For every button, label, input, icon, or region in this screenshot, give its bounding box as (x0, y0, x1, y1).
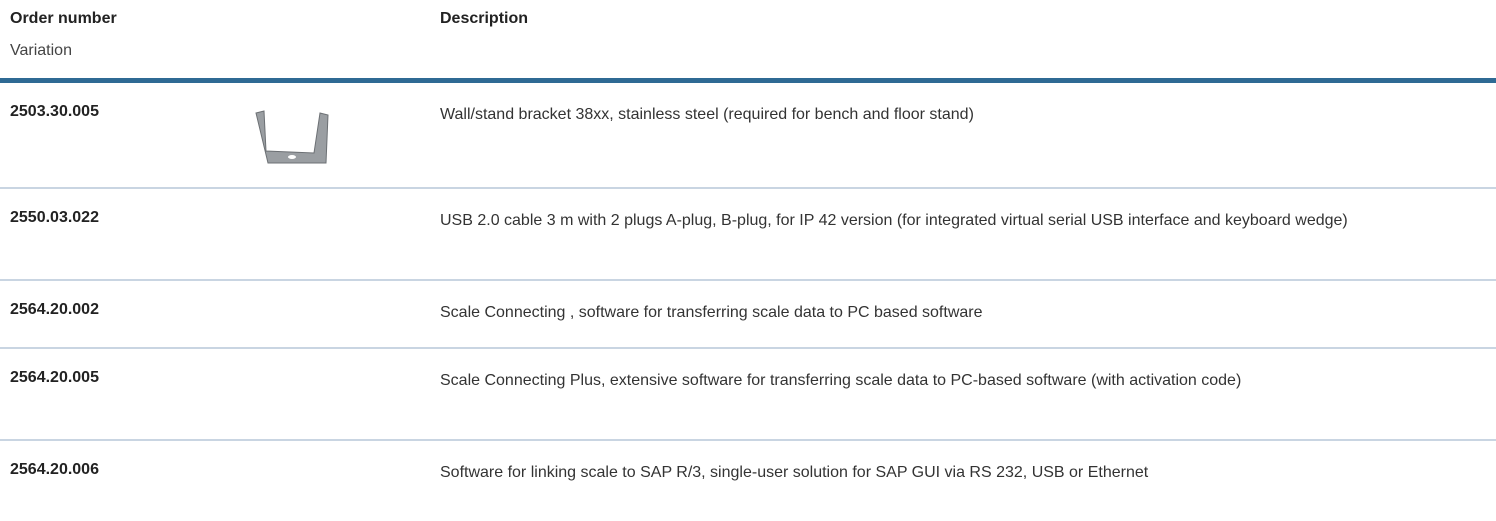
order-number: 2503.30.005 (10, 103, 99, 120)
table-header: Order number Variation Description (0, 0, 1496, 83)
order-number: 2550.03.022 (10, 209, 99, 226)
header-order: Order number (10, 10, 117, 27)
product-image (255, 110, 329, 164)
description: Scale Connecting Plus, extensive softwar… (440, 372, 1242, 389)
description: Software for linking scale to SAP R/3, s… (440, 464, 1149, 481)
table-row: 2564.20.005 Scale Connecting Plus, exten… (0, 349, 1496, 441)
description: Scale Connecting , software for transfer… (440, 304, 983, 321)
order-number: 2564.20.006 (10, 461, 99, 478)
table-row: 2503.30.005 Wall/stand bracket 38xx, sta… (0, 83, 1496, 189)
order-number: 2564.20.002 (10, 301, 99, 318)
table-row: 2564.20.002 Scale Connecting , software … (0, 281, 1496, 349)
header-description: Description (440, 10, 529, 27)
table-row: 2564.20.006 Software for linking scale t… (0, 441, 1496, 519)
header-variation: Variation (10, 42, 72, 59)
description: USB 2.0 cable 3 m with 2 plugs A-plug, B… (440, 212, 1348, 229)
order-number: 2564.20.005 (10, 369, 99, 386)
description: Wall/stand bracket 38xx, stainless steel… (440, 106, 974, 123)
table-row: 2550.03.022 USB 2.0 cable 3 m with 2 plu… (0, 189, 1496, 281)
